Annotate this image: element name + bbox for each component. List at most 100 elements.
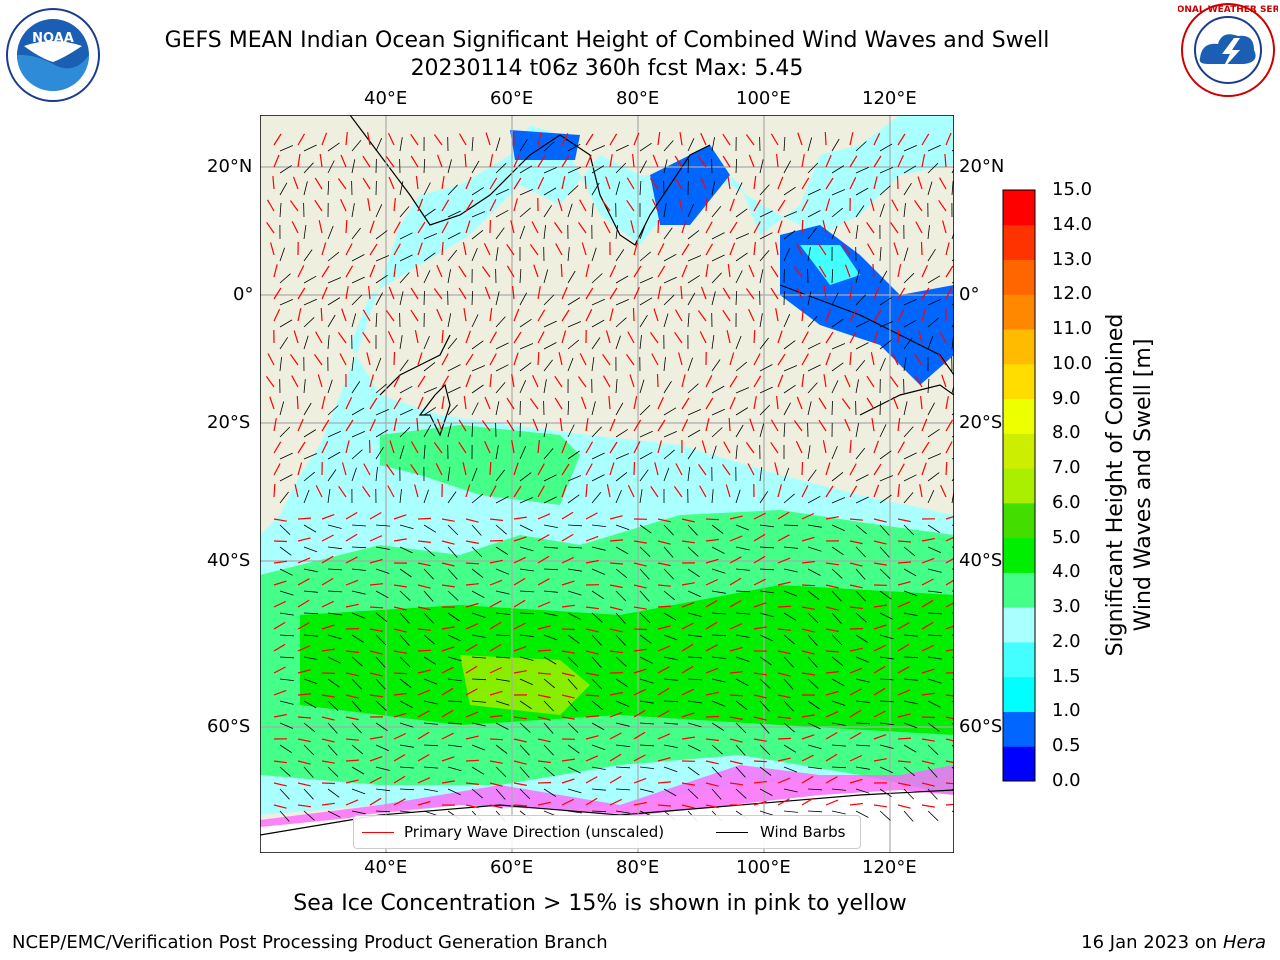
wave-arrow [849, 351, 852, 366]
wave-arrow [825, 711, 839, 718]
wind-barb [303, 810, 315, 821]
wind-barb [303, 471, 316, 482]
wind-barb [447, 700, 463, 703]
wave-arrow [626, 177, 635, 190]
wind-barb [759, 810, 774, 816]
wind-barb [687, 275, 701, 284]
wave-arrow [705, 375, 713, 388]
wind-barb [687, 766, 700, 776]
wind-barb [327, 744, 338, 756]
wave-arrow [777, 737, 792, 740]
wind-barb [903, 401, 908, 416]
wind-barb [567, 590, 582, 596]
wave-arrow [436, 418, 443, 432]
wave-arrow [537, 177, 545, 190]
wave-arrow [849, 463, 857, 476]
wave-arrow [393, 351, 396, 366]
wind-barb [879, 744, 894, 749]
wave-arrow [650, 332, 659, 344]
wind-barb [375, 429, 389, 438]
wave-arrow [729, 760, 743, 765]
wind-barb [543, 320, 557, 328]
wave-arrow [609, 462, 615, 476]
wind-barb [879, 424, 887, 438]
wave-arrow [897, 643, 910, 652]
lat-tick-left: 40°S [207, 550, 251, 571]
wind-barb [447, 491, 457, 504]
wind-barb [447, 269, 451, 284]
wave-arrow [698, 464, 707, 476]
wave-arrow [387, 485, 395, 498]
wind-barb [711, 291, 716, 306]
wind-barb [903, 656, 919, 659]
wave-arrow [657, 243, 665, 256]
wind-barb [495, 291, 500, 306]
wave-arrow [273, 518, 287, 522]
chart-title: GEFS MEAN Indian Ocean Significant Heigh… [164, 28, 1050, 53]
wave-arrow [873, 484, 880, 498]
wind-barb [279, 678, 294, 681]
wind-barb [711, 546, 725, 554]
wave-arrow [532, 374, 539, 388]
wave-arrow [918, 330, 923, 344]
wave-arrow [872, 263, 875, 278]
wind-barb [447, 249, 458, 262]
lon-tick-top: 40°E [364, 88, 408, 109]
wind-barb [927, 299, 941, 306]
wind-barb [279, 337, 289, 350]
wave-arrow [458, 287, 467, 300]
wave-arrow [849, 132, 854, 146]
wind-barb [375, 612, 388, 623]
wind-barb [495, 788, 506, 800]
wave-arrow [489, 374, 492, 388]
wind-barb [927, 678, 942, 684]
lon-tick-top: 120°E [862, 88, 917, 109]
wave-arrow [657, 757, 671, 762]
wave-arrow [849, 709, 862, 718]
wave-arrow [897, 540, 912, 543]
wind-barb [567, 546, 583, 549]
wave-arrow [489, 666, 503, 674]
wave-arrow [513, 782, 527, 786]
wave-arrow [315, 331, 323, 344]
wind-barb [831, 445, 838, 460]
wind-barb [303, 275, 317, 284]
wave-arrow [700, 286, 707, 300]
wave-arrow [793, 266, 803, 278]
wave-arrow [873, 734, 887, 740]
wind-barb [759, 744, 771, 756]
wave-arrow [729, 375, 738, 388]
colorbar-frame [1002, 189, 1036, 782]
wind-barb [711, 722, 725, 731]
wind-barb [903, 492, 914, 504]
wind-barb [759, 678, 771, 689]
wave-arrow [537, 781, 552, 784]
wind-barb [927, 162, 939, 174]
wind-barb [519, 318, 532, 328]
wind-barb [879, 766, 893, 774]
wave-arrow [825, 331, 834, 344]
wind-barb [519, 590, 535, 593]
wind-barb [279, 810, 290, 822]
wave-arrow [844, 374, 851, 388]
wind-barb [903, 788, 914, 800]
wave-arrow [776, 154, 779, 168]
wind-barb [471, 744, 486, 751]
wind-barb [639, 160, 647, 174]
wind-barb [519, 225, 526, 240]
wave-arrow [849, 667, 863, 674]
wave-arrow [919, 484, 923, 498]
lat-tick-left: 20°N [207, 156, 253, 177]
wind-barb [591, 700, 604, 711]
wind-barb [735, 656, 750, 662]
wind-barb [495, 469, 505, 482]
wave-arrow [441, 709, 454, 718]
wave-arrow [561, 758, 575, 762]
wave-arrow [753, 800, 767, 806]
wave-arrow [369, 650, 383, 655]
wind-barb [447, 656, 462, 662]
wave-arrow [585, 133, 594, 146]
wave-arrow [722, 309, 731, 322]
wind-barb [663, 227, 673, 240]
wave-arrow [369, 736, 383, 740]
